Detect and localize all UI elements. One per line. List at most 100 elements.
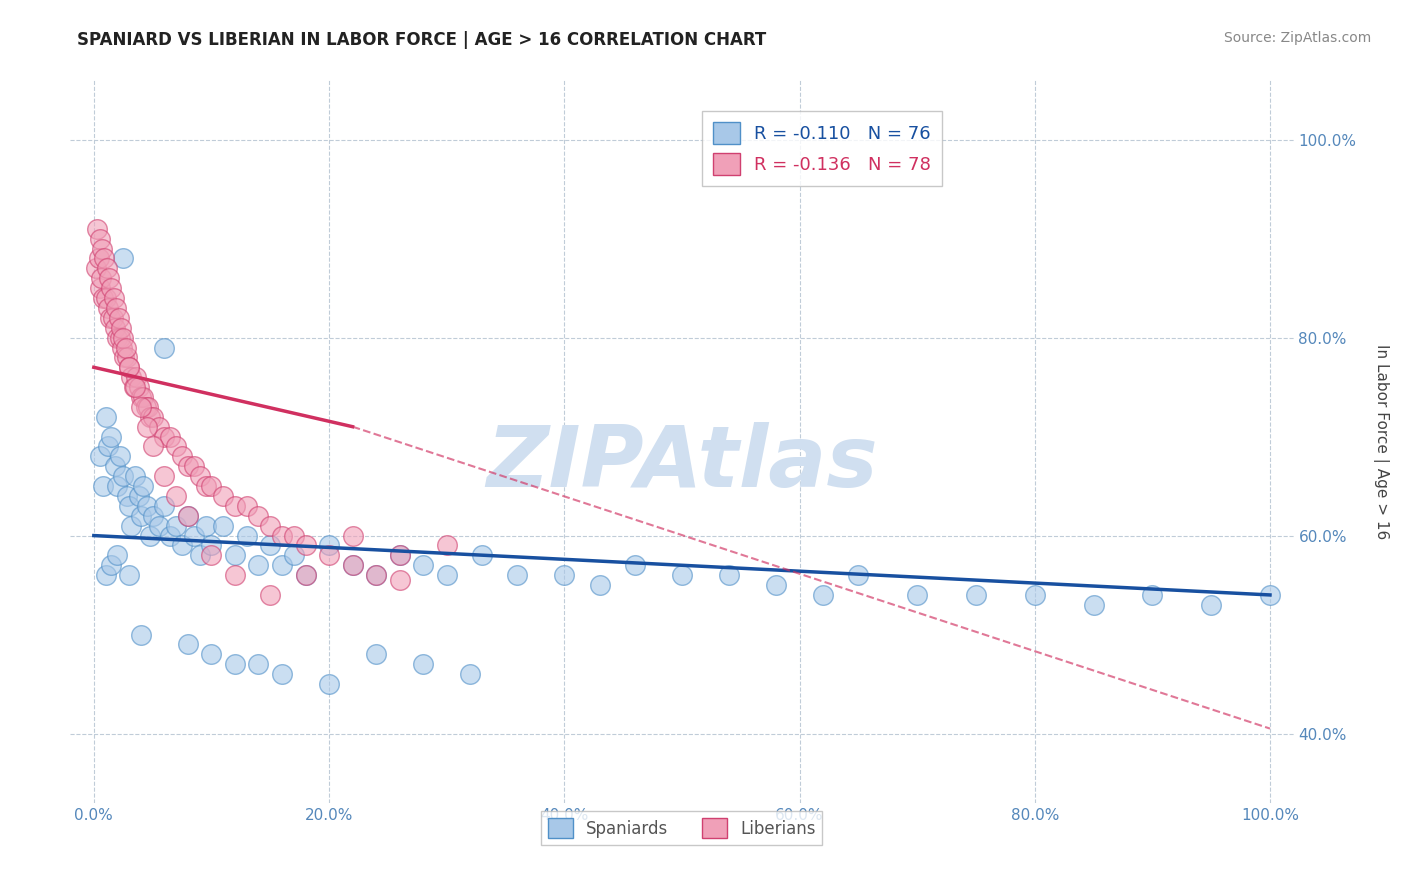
Text: SPANIARD VS LIBERIAN IN LABOR FORCE | AGE > 16 CORRELATION CHART: SPANIARD VS LIBERIAN IN LABOR FORCE | AG… — [77, 31, 766, 49]
Point — [118, 568, 141, 582]
Point — [132, 390, 155, 404]
Point — [94, 568, 117, 582]
Point — [89, 232, 111, 246]
Point — [271, 558, 294, 573]
Point — [247, 508, 270, 523]
Point — [458, 667, 481, 681]
Point — [120, 518, 143, 533]
Point — [342, 528, 364, 542]
Point — [124, 380, 146, 394]
Point — [129, 400, 152, 414]
Point — [105, 549, 128, 563]
Point — [105, 479, 128, 493]
Point — [115, 351, 138, 365]
Point — [165, 489, 187, 503]
Point — [188, 469, 211, 483]
Point — [471, 549, 494, 563]
Point — [177, 459, 200, 474]
Point — [342, 558, 364, 573]
Point — [318, 677, 340, 691]
Point — [177, 508, 200, 523]
Point — [294, 568, 316, 582]
Point — [120, 370, 143, 384]
Text: ZIPAtlas: ZIPAtlas — [486, 422, 877, 505]
Point — [624, 558, 647, 573]
Point — [105, 330, 128, 344]
Point — [111, 341, 134, 355]
Point — [105, 301, 128, 315]
Point — [1083, 598, 1105, 612]
Point — [259, 588, 281, 602]
Point — [107, 310, 129, 325]
Point — [1142, 588, 1164, 602]
Point — [177, 508, 200, 523]
Point — [318, 539, 340, 553]
Point — [142, 440, 165, 454]
Point — [905, 588, 928, 602]
Point — [159, 528, 181, 542]
Point — [811, 588, 834, 602]
Point — [129, 508, 152, 523]
Point — [294, 539, 316, 553]
Point — [1199, 598, 1222, 612]
Point — [200, 648, 222, 662]
Point — [114, 341, 136, 355]
Point — [259, 539, 281, 553]
Point — [97, 440, 120, 454]
Point — [506, 568, 529, 582]
Point — [412, 657, 434, 672]
Point — [118, 360, 141, 375]
Point — [104, 459, 127, 474]
Point — [159, 429, 181, 443]
Point — [224, 549, 246, 563]
Point — [294, 568, 316, 582]
Point — [165, 440, 187, 454]
Point — [112, 469, 135, 483]
Point — [194, 518, 217, 533]
Point — [100, 281, 122, 295]
Point — [89, 450, 111, 464]
Legend: Spaniards, Liberians: Spaniards, Liberians — [541, 812, 823, 845]
Point — [200, 539, 222, 553]
Point — [364, 648, 387, 662]
Point — [91, 479, 114, 493]
Point — [364, 568, 387, 582]
Point — [112, 330, 135, 344]
Point — [97, 301, 120, 315]
Point — [100, 558, 122, 573]
Point — [412, 558, 434, 573]
Point — [86, 221, 108, 235]
Point — [364, 568, 387, 582]
Point — [247, 657, 270, 672]
Point — [112, 252, 135, 266]
Point — [129, 627, 152, 641]
Point — [588, 578, 610, 592]
Point — [118, 360, 141, 375]
Point — [103, 291, 125, 305]
Point — [965, 588, 987, 602]
Point — [101, 310, 124, 325]
Point — [765, 578, 787, 592]
Point — [100, 429, 122, 443]
Point — [212, 489, 235, 503]
Point — [124, 469, 146, 483]
Point — [139, 409, 162, 424]
Point — [224, 499, 246, 513]
Point — [94, 291, 117, 305]
Point — [1258, 588, 1281, 602]
Point — [142, 508, 165, 523]
Point — [125, 370, 148, 384]
Point — [135, 419, 157, 434]
Point — [717, 568, 740, 582]
Y-axis label: In Labor Force | Age > 16: In Labor Force | Age > 16 — [1374, 344, 1389, 539]
Point — [93, 252, 115, 266]
Point — [122, 380, 145, 394]
Point — [90, 271, 112, 285]
Point — [235, 499, 257, 513]
Point — [846, 568, 869, 582]
Point — [104, 320, 127, 334]
Point — [89, 281, 111, 295]
Point — [98, 310, 121, 325]
Point — [153, 341, 176, 355]
Point — [1024, 588, 1046, 602]
